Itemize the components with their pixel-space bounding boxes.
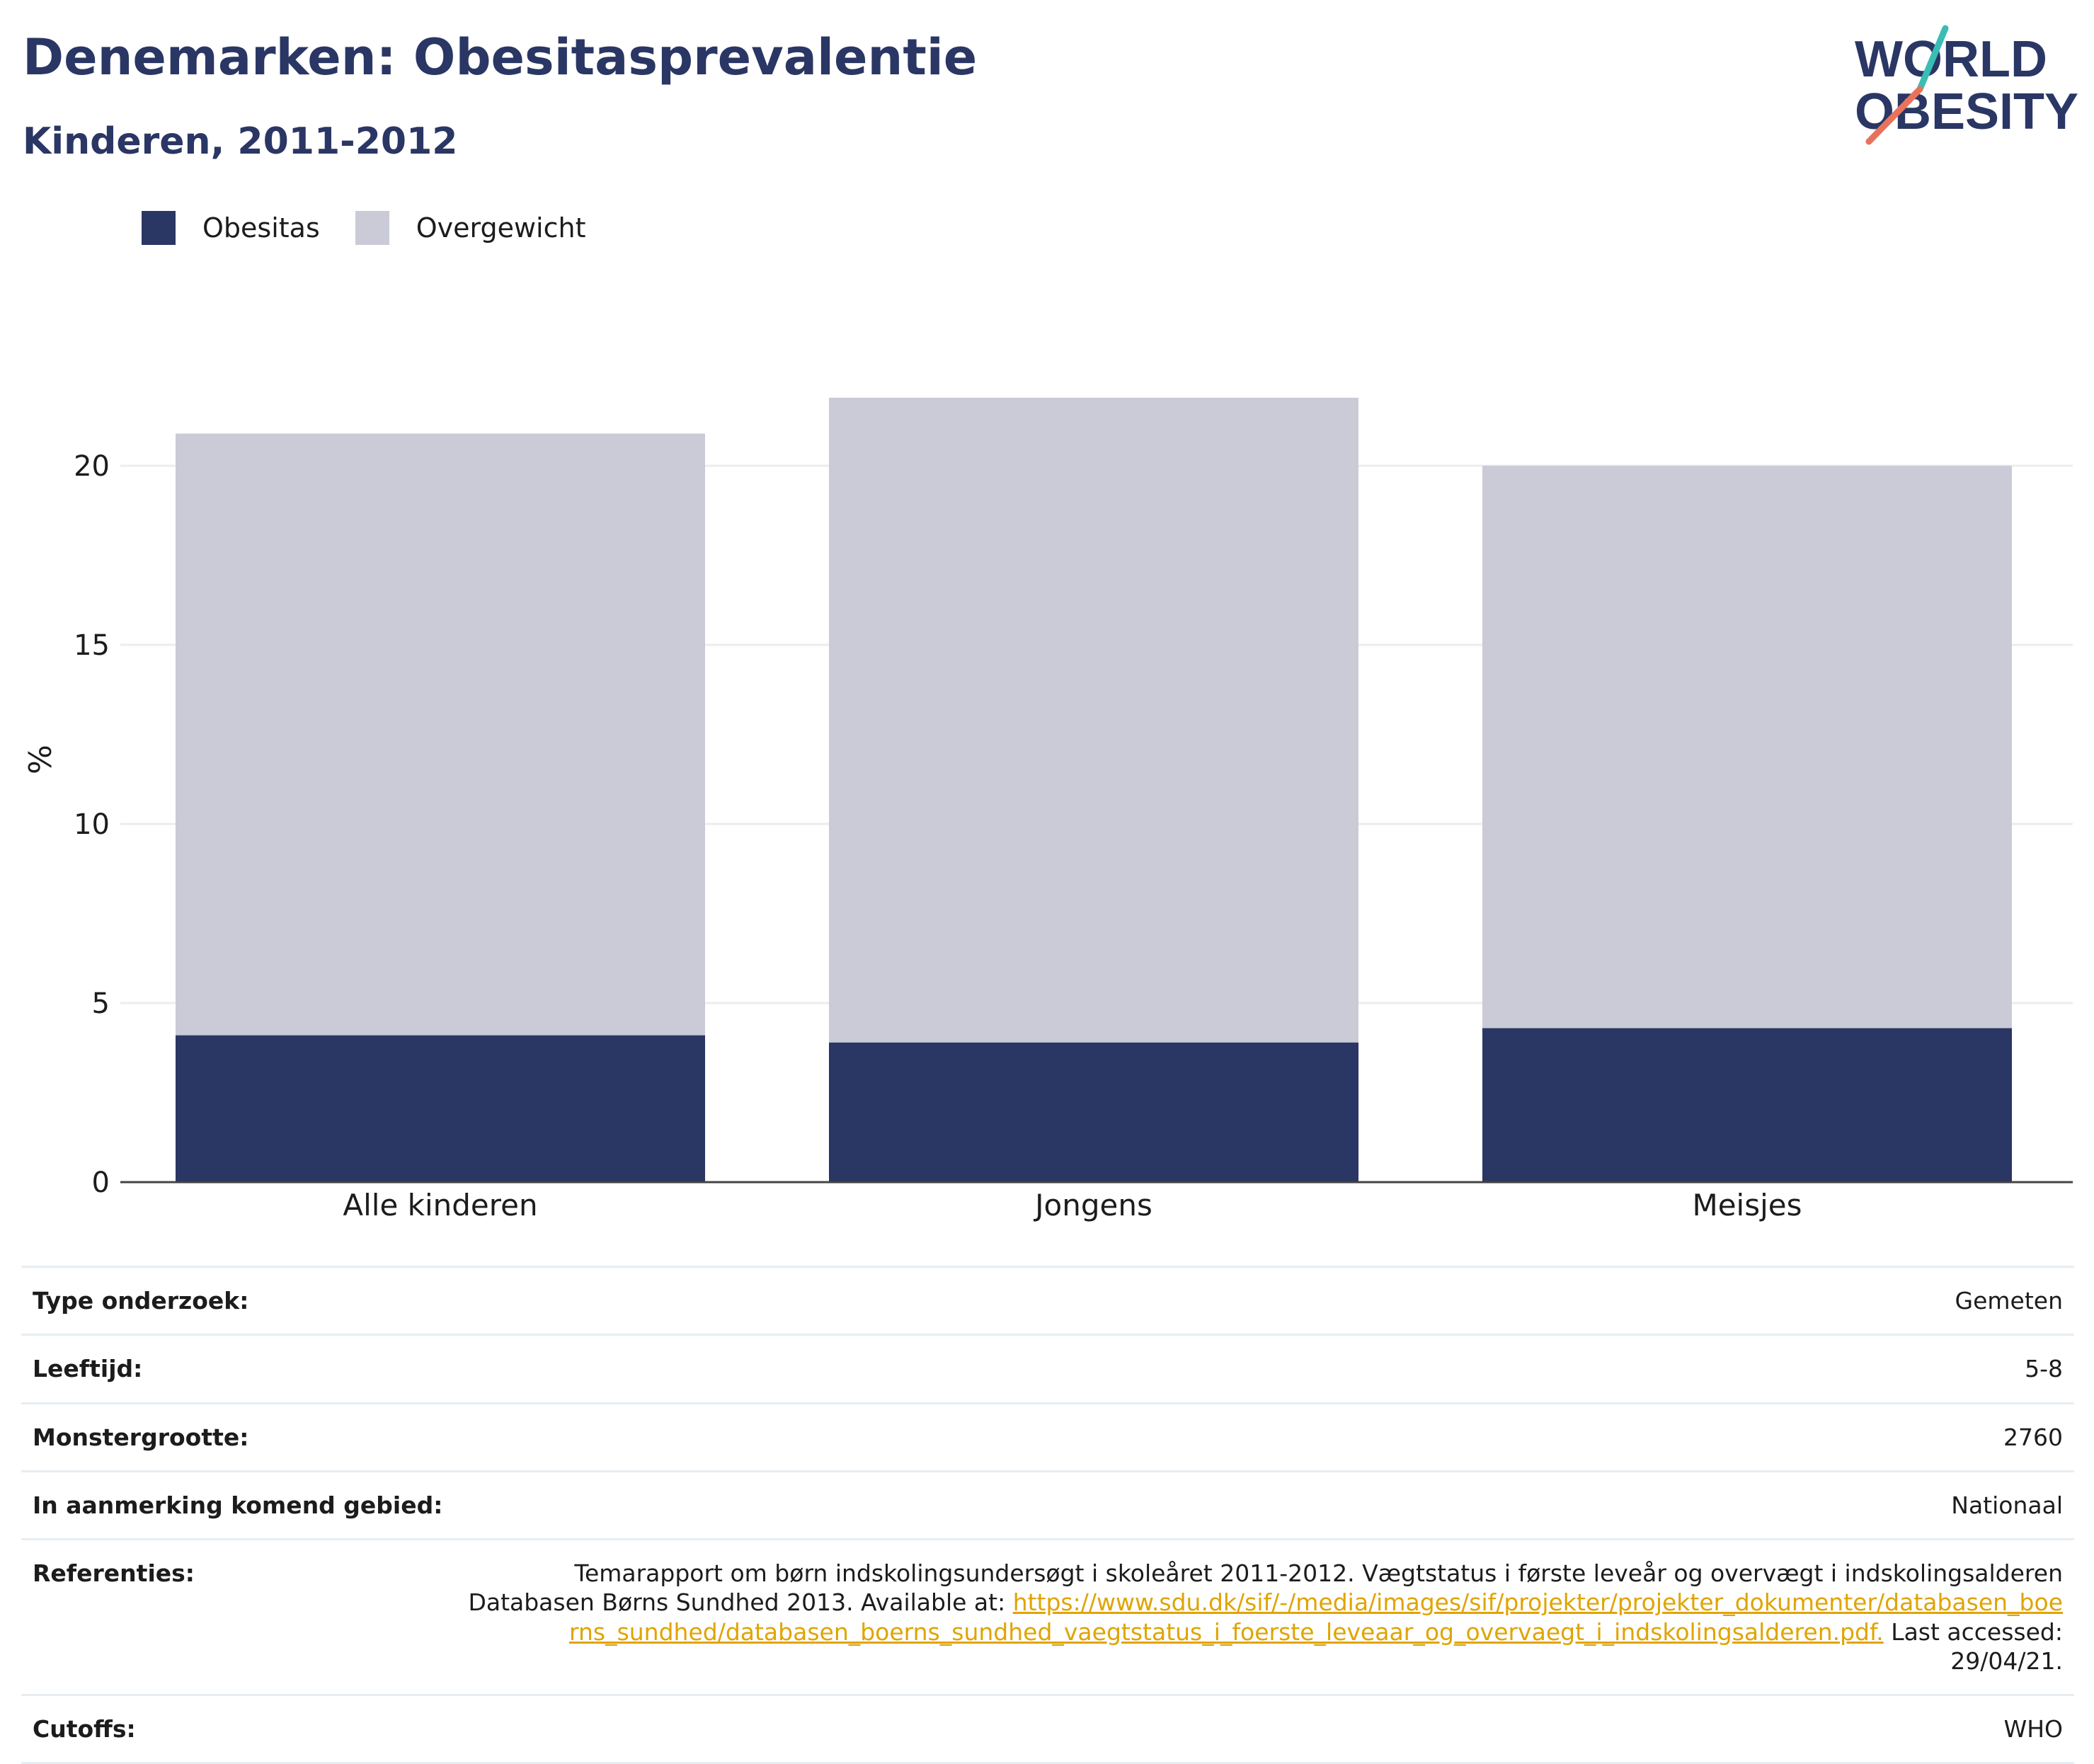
x-tick-label: Meisjes (1692, 1188, 1802, 1222)
legend-swatch-obesitas (142, 211, 176, 245)
info-value: 2760 (454, 1402, 2074, 1472)
y-tick-label: 15 (74, 629, 110, 662)
info-label: Leeftijd: (21, 1334, 454, 1404)
info-label: Type onderzoek: (21, 1265, 454, 1336)
table-row: Referenties: Temarapport om børn indskol… (21, 1538, 2074, 1696)
legend-label-overgewicht: Overgewicht (416, 212, 586, 244)
y-axis-title: % (23, 745, 59, 774)
reference-value: Temarapport om børn indskolingsundersøgt… (454, 1538, 2074, 1696)
info-label: In aanmerking komend gebied: (21, 1470, 454, 1541)
chart-legend: Obesitas Overgewicht (142, 211, 622, 245)
table-row: Type onderzoek: Gemeten (21, 1265, 2074, 1336)
logo-slash-coral (1865, 86, 1923, 145)
info-label: Cutoffs: (21, 1693, 454, 1764)
reference-accessed: Last accessed: 29/04/21. (1883, 1617, 2063, 1675)
bar-overgewicht-2 (829, 397, 1358, 1043)
reference-link[interactable]: https://www.sdu.dk/sif/-/media/images/si… (568, 1588, 2063, 1646)
legend-swatch-overgewicht (355, 211, 389, 245)
logo-slash-teal (1916, 25, 1949, 93)
x-tick-label: Jongens (1033, 1188, 1152, 1222)
y-tick-label: 20 (74, 450, 110, 483)
x-tick-label: Alle kinderen (343, 1188, 537, 1222)
info-value: Gemeten (454, 1265, 2074, 1336)
bar-obesitas-1 (176, 1035, 705, 1182)
logo-text-obesity: OBESITY (1855, 84, 2078, 140)
table-row: Cutoffs: WHO (21, 1693, 2074, 1764)
table-row: Leeftijd: 5-8 (21, 1334, 2074, 1404)
table-row: Monstergrootte: 2760 (21, 1402, 2074, 1472)
stacked-bar-chart: 0 5 10 15 20% Alle kinderen Jongens Meisjes (23, 397, 2073, 1222)
reference-text: Temarapport om børn indskolingsundersøgt… (468, 1559, 2063, 1617)
legend-item-obesitas[interactable]: Obesitas (142, 211, 320, 245)
info-value: WHO (454, 1693, 2074, 1764)
y-tick-label: 5 (92, 987, 110, 1020)
legend-label-obesitas: Obesitas (202, 212, 320, 244)
table-row: In aanmerking komend gebied: Nationaal (21, 1470, 2074, 1541)
y-tick-label: 0 (92, 1167, 110, 1199)
info-label: Monstergrootte: (21, 1402, 454, 1472)
logo-text-world: WORLD (1855, 31, 2047, 88)
bar-overgewicht-1 (176, 433, 705, 1036)
legend-item-overgewicht[interactable]: Overgewicht (355, 211, 586, 245)
page-title: Denemarken: Obesitasprevalentie (23, 28, 978, 86)
page-subtitle: Kinderen, 2011-2012 (23, 120, 458, 163)
info-value: Nationaal (454, 1470, 2074, 1541)
y-tick-label: 10 (74, 808, 110, 841)
info-label: Referenties: (21, 1538, 454, 1696)
info-value: 5-8 (454, 1334, 2074, 1404)
bar-obesitas-3 (1482, 1028, 2012, 1182)
bar-overgewicht-3 (1482, 466, 2012, 1029)
world-obesity-logo: WORLD OBESITY (1855, 25, 2078, 145)
bar-obesitas-2 (829, 1042, 1358, 1182)
info-table: Type onderzoek: Gemeten Leeftijd: 5-8 Mo… (21, 1265, 2074, 1764)
